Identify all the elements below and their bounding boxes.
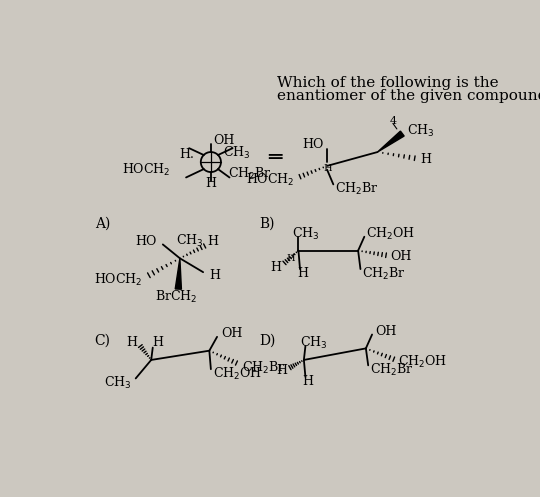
- Text: BrCH$_2$: BrCH$_2$: [155, 289, 197, 305]
- Text: C): C): [94, 333, 111, 348]
- Text: H: H: [205, 177, 217, 190]
- Text: CH$_2$Br: CH$_2$Br: [370, 362, 414, 378]
- Text: CH$_2$Br: CH$_2$Br: [335, 181, 379, 197]
- Text: H: H: [286, 254, 295, 263]
- Text: H: H: [420, 153, 431, 166]
- Text: OH: OH: [221, 327, 242, 340]
- Text: HOCH$_2$: HOCH$_2$: [94, 272, 143, 288]
- Text: D): D): [260, 333, 276, 348]
- Text: H: H: [302, 375, 313, 388]
- Text: H: H: [323, 164, 332, 173]
- Text: CH$_2$Br: CH$_2$Br: [362, 266, 406, 282]
- Text: CH$_3$: CH$_3$: [223, 145, 251, 161]
- Text: CH$_2$OH: CH$_2$OH: [213, 366, 262, 382]
- Text: H: H: [297, 267, 308, 280]
- Polygon shape: [377, 131, 404, 152]
- Text: B): B): [260, 217, 275, 231]
- Text: H: H: [207, 235, 218, 248]
- Text: H: H: [271, 261, 281, 274]
- Text: H: H: [126, 336, 137, 349]
- Text: Which of the following is the: Which of the following is the: [277, 76, 498, 90]
- Text: ═: ═: [268, 147, 282, 169]
- Text: CH$_2$Br: CH$_2$Br: [228, 166, 272, 182]
- Text: HO: HO: [302, 138, 323, 151]
- Text: CH$_2$OH: CH$_2$OH: [399, 354, 448, 370]
- Text: OH: OH: [390, 250, 412, 263]
- Text: CH$_2$OH: CH$_2$OH: [366, 226, 415, 242]
- Text: CH$_3$: CH$_3$: [104, 375, 132, 391]
- Text: H: H: [210, 269, 220, 282]
- Text: OH: OH: [375, 325, 396, 338]
- Text: CH$_3$: CH$_3$: [292, 226, 320, 242]
- Text: enantiomer of the given compound?: enantiomer of the given compound?: [277, 89, 540, 103]
- Text: HOCH$_2$: HOCH$_2$: [246, 171, 295, 188]
- Text: H.: H.: [179, 148, 194, 161]
- Text: CH$_3$: CH$_3$: [176, 233, 204, 249]
- Text: CH$_2$Br: CH$_2$Br: [242, 360, 286, 376]
- Text: HO: HO: [135, 235, 157, 248]
- Polygon shape: [175, 258, 181, 289]
- Text: OH: OH: [213, 134, 234, 147]
- Text: HOCH$_2$: HOCH$_2$: [122, 162, 171, 178]
- Text: A): A): [94, 217, 110, 231]
- Text: H: H: [153, 336, 164, 349]
- Text: CH$_3$: CH$_3$: [300, 335, 327, 351]
- Text: H: H: [276, 364, 287, 377]
- Text: 4: 4: [389, 116, 396, 126]
- Text: CH$_3$: CH$_3$: [407, 122, 434, 139]
